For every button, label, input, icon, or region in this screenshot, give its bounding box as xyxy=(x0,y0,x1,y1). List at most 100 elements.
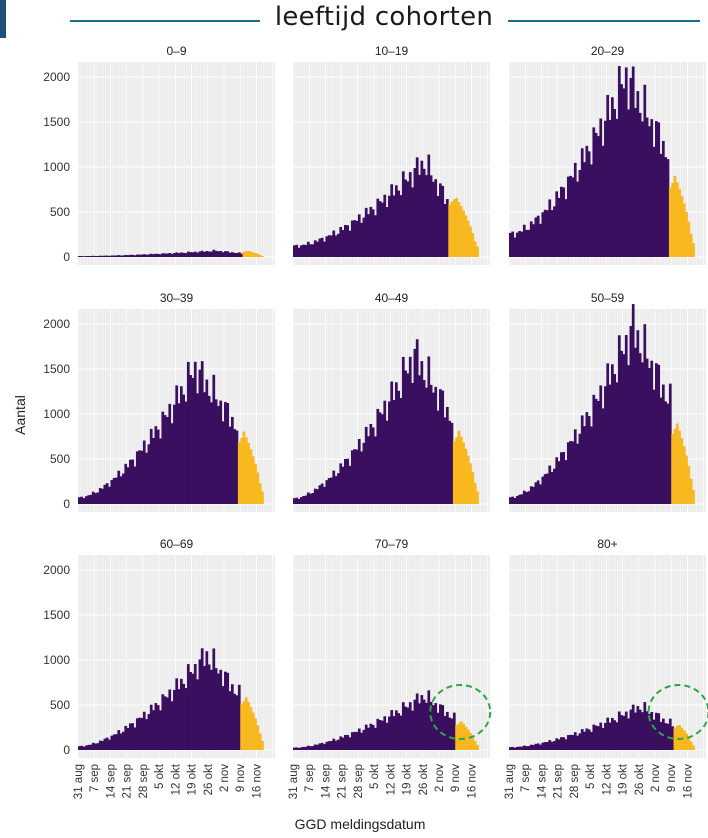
bar xyxy=(652,146,656,257)
bar xyxy=(362,217,366,257)
bar xyxy=(233,693,236,750)
bar xyxy=(550,741,554,750)
bar xyxy=(251,712,255,750)
bar xyxy=(374,436,377,504)
bar xyxy=(546,742,549,750)
bar xyxy=(543,474,547,504)
bar xyxy=(316,489,319,504)
bar xyxy=(638,709,642,750)
bar xyxy=(415,693,419,750)
x-tick-label: 5 okt xyxy=(154,763,166,789)
bar xyxy=(594,398,598,504)
bar xyxy=(564,739,568,750)
bar xyxy=(367,214,370,257)
bar xyxy=(128,723,132,750)
bar xyxy=(122,731,125,750)
bar xyxy=(96,743,100,750)
bar xyxy=(378,412,382,504)
bar xyxy=(184,253,188,257)
bar xyxy=(205,651,209,750)
bar xyxy=(550,210,554,257)
bar xyxy=(664,157,667,257)
bar xyxy=(536,480,540,504)
bar xyxy=(330,235,333,257)
facet-title: 20–29 xyxy=(591,44,625,58)
bar xyxy=(193,664,197,750)
x-tick-label: 19 okt xyxy=(187,763,199,795)
bar xyxy=(520,494,524,504)
bar xyxy=(101,255,104,257)
bar xyxy=(168,403,172,504)
bar xyxy=(388,716,391,750)
bar xyxy=(207,395,211,504)
bar xyxy=(186,361,190,504)
bar xyxy=(355,449,359,504)
bar xyxy=(562,451,566,504)
bar xyxy=(397,713,401,750)
bar xyxy=(627,365,630,504)
bar xyxy=(692,243,695,257)
bar xyxy=(536,215,540,257)
bar xyxy=(657,122,661,257)
bar xyxy=(522,224,526,257)
bar xyxy=(569,175,572,257)
bar xyxy=(383,400,387,504)
bar xyxy=(247,250,250,257)
bar xyxy=(302,496,305,504)
bar xyxy=(462,210,465,257)
bar xyxy=(237,441,241,504)
bar xyxy=(459,721,463,750)
bar xyxy=(599,722,603,750)
bar xyxy=(599,385,603,504)
bar xyxy=(427,356,431,504)
bar xyxy=(464,448,468,504)
bar xyxy=(193,361,197,504)
x-tick-label: 28 sep xyxy=(353,764,365,799)
bar xyxy=(557,197,561,257)
bar xyxy=(573,429,577,504)
bar xyxy=(343,459,347,504)
bar xyxy=(381,414,384,504)
bar xyxy=(692,745,695,750)
bar xyxy=(548,740,552,750)
bar xyxy=(385,207,389,257)
bar xyxy=(350,220,354,257)
bar xyxy=(115,477,118,504)
x-tick-label: 19 okt xyxy=(618,763,630,795)
bar xyxy=(203,251,206,257)
bar xyxy=(156,705,160,750)
bar xyxy=(657,713,661,750)
bar xyxy=(629,709,633,750)
bar xyxy=(452,712,456,750)
bar xyxy=(622,354,626,504)
bar xyxy=(539,744,542,750)
bar xyxy=(299,245,303,257)
bar xyxy=(297,498,301,504)
bar xyxy=(634,107,637,258)
bar xyxy=(601,145,605,257)
bar xyxy=(397,390,401,504)
bar xyxy=(381,202,384,257)
bar xyxy=(110,735,114,750)
bar xyxy=(420,160,424,257)
bar xyxy=(166,253,169,257)
bar xyxy=(256,253,260,257)
bar xyxy=(406,707,410,750)
bar xyxy=(509,497,512,504)
bar xyxy=(173,253,176,257)
bar xyxy=(439,389,442,504)
bar xyxy=(408,702,412,750)
bar xyxy=(350,732,354,750)
bar xyxy=(636,91,640,257)
bar xyxy=(441,390,445,504)
bar xyxy=(355,732,359,750)
bar xyxy=(645,358,649,504)
bar xyxy=(251,456,255,504)
bar xyxy=(320,742,324,750)
bar xyxy=(441,185,445,257)
bar xyxy=(371,724,375,750)
bar xyxy=(615,118,619,257)
bar xyxy=(376,408,380,504)
bar xyxy=(348,230,352,257)
bar xyxy=(87,255,90,257)
